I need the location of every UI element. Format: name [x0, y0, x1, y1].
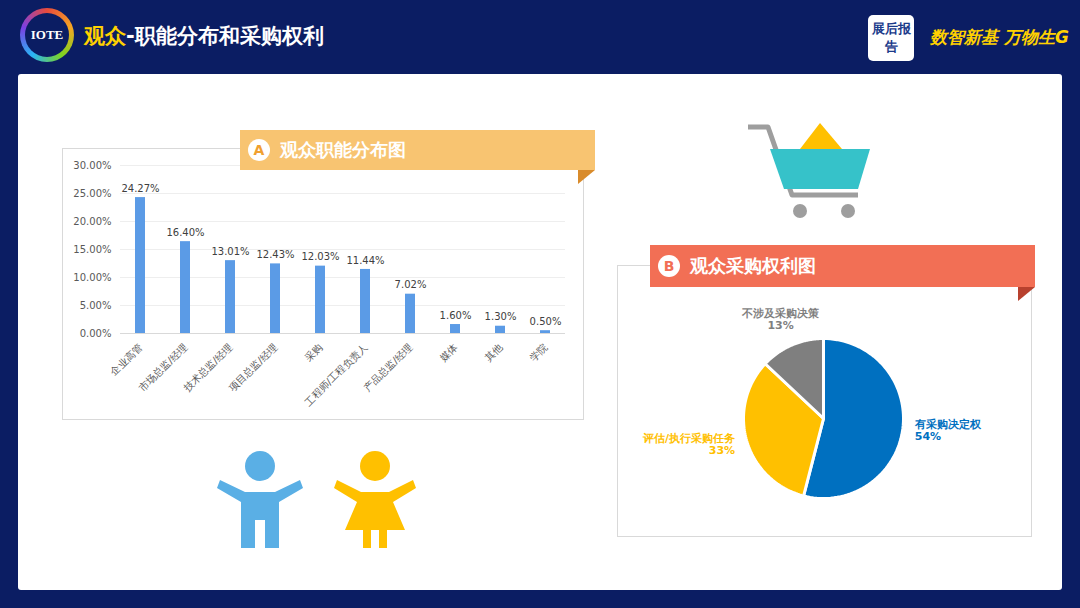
svg-text:其他: 其他 [482, 341, 504, 363]
svg-text:0.00%: 0.00% [80, 328, 112, 339]
svg-text:12.03%: 12.03% [301, 251, 339, 262]
svg-text:学院: 学院 [527, 341, 549, 363]
svg-text:7.02%: 7.02% [395, 279, 427, 290]
svg-text:评估/执行采购任务33%: 评估/执行采购任务33% [642, 432, 735, 457]
html-text:数智新基 万物生G: 数智新基 万物生G [930, 27, 1069, 47]
html-text:观众-职能分布和采购权利: 观众-职能分布和采购权利 [84, 24, 324, 48]
svg-text:技术总监/经理: 技术总监/经理 [181, 341, 235, 394]
svg-text:项目总监/经理: 项目总监/经理 [227, 341, 280, 394]
svg-text:0.50%: 0.50% [530, 316, 562, 327]
svg-text:11.44%: 11.44% [346, 255, 384, 266]
svg-text:产品总监/经理: 产品总监/经理 [362, 341, 415, 394]
html-text:展后报告: 展后报告 [871, 21, 911, 54]
svg-text:1.60%: 1.60% [440, 310, 472, 321]
svg-text:16.40%: 16.40% [166, 227, 204, 238]
svg-text:10.00%: 10.00% [73, 272, 111, 283]
html-text:观众职能分布图: 观众职能分布图 [280, 139, 406, 160]
svg-text:24.27%: 24.27% [121, 183, 159, 194]
svg-text:13.01%: 13.01% [211, 246, 249, 257]
svg-text:12.43%: 12.43% [256, 249, 294, 260]
html-text:IOTE: IOTE [30, 27, 64, 42]
html-text:观众采购权利图: 观众采购权利图 [690, 255, 816, 276]
svg-text:市场总监/经理: 市场总监/经理 [136, 341, 190, 394]
svg-text:20.00%: 20.00% [73, 216, 111, 227]
svg-text:5.00%: 5.00% [80, 300, 112, 311]
svg-text:工程师/工程负责人: 工程师/工程负责人 [302, 341, 369, 408]
svg-text:不涉及采购决策13%: 不涉及采购决策13% [741, 307, 820, 332]
svg-text:15.00%: 15.00% [73, 244, 111, 255]
svg-text:企业高管: 企业高管 [108, 341, 144, 377]
svg-text:采购: 采购 [302, 341, 324, 363]
html-text:A: A [253, 142, 265, 158]
html-text:B: B [663, 258, 675, 274]
svg-text:25.00%: 25.00% [73, 188, 111, 199]
svg-text:30.00%: 30.00% [73, 160, 111, 171]
svg-text:有采购决定权54%: 有采购决定权54% [914, 418, 982, 443]
svg-text:媒体: 媒体 [437, 341, 459, 363]
svg-text:1.30%: 1.30% [485, 311, 517, 322]
